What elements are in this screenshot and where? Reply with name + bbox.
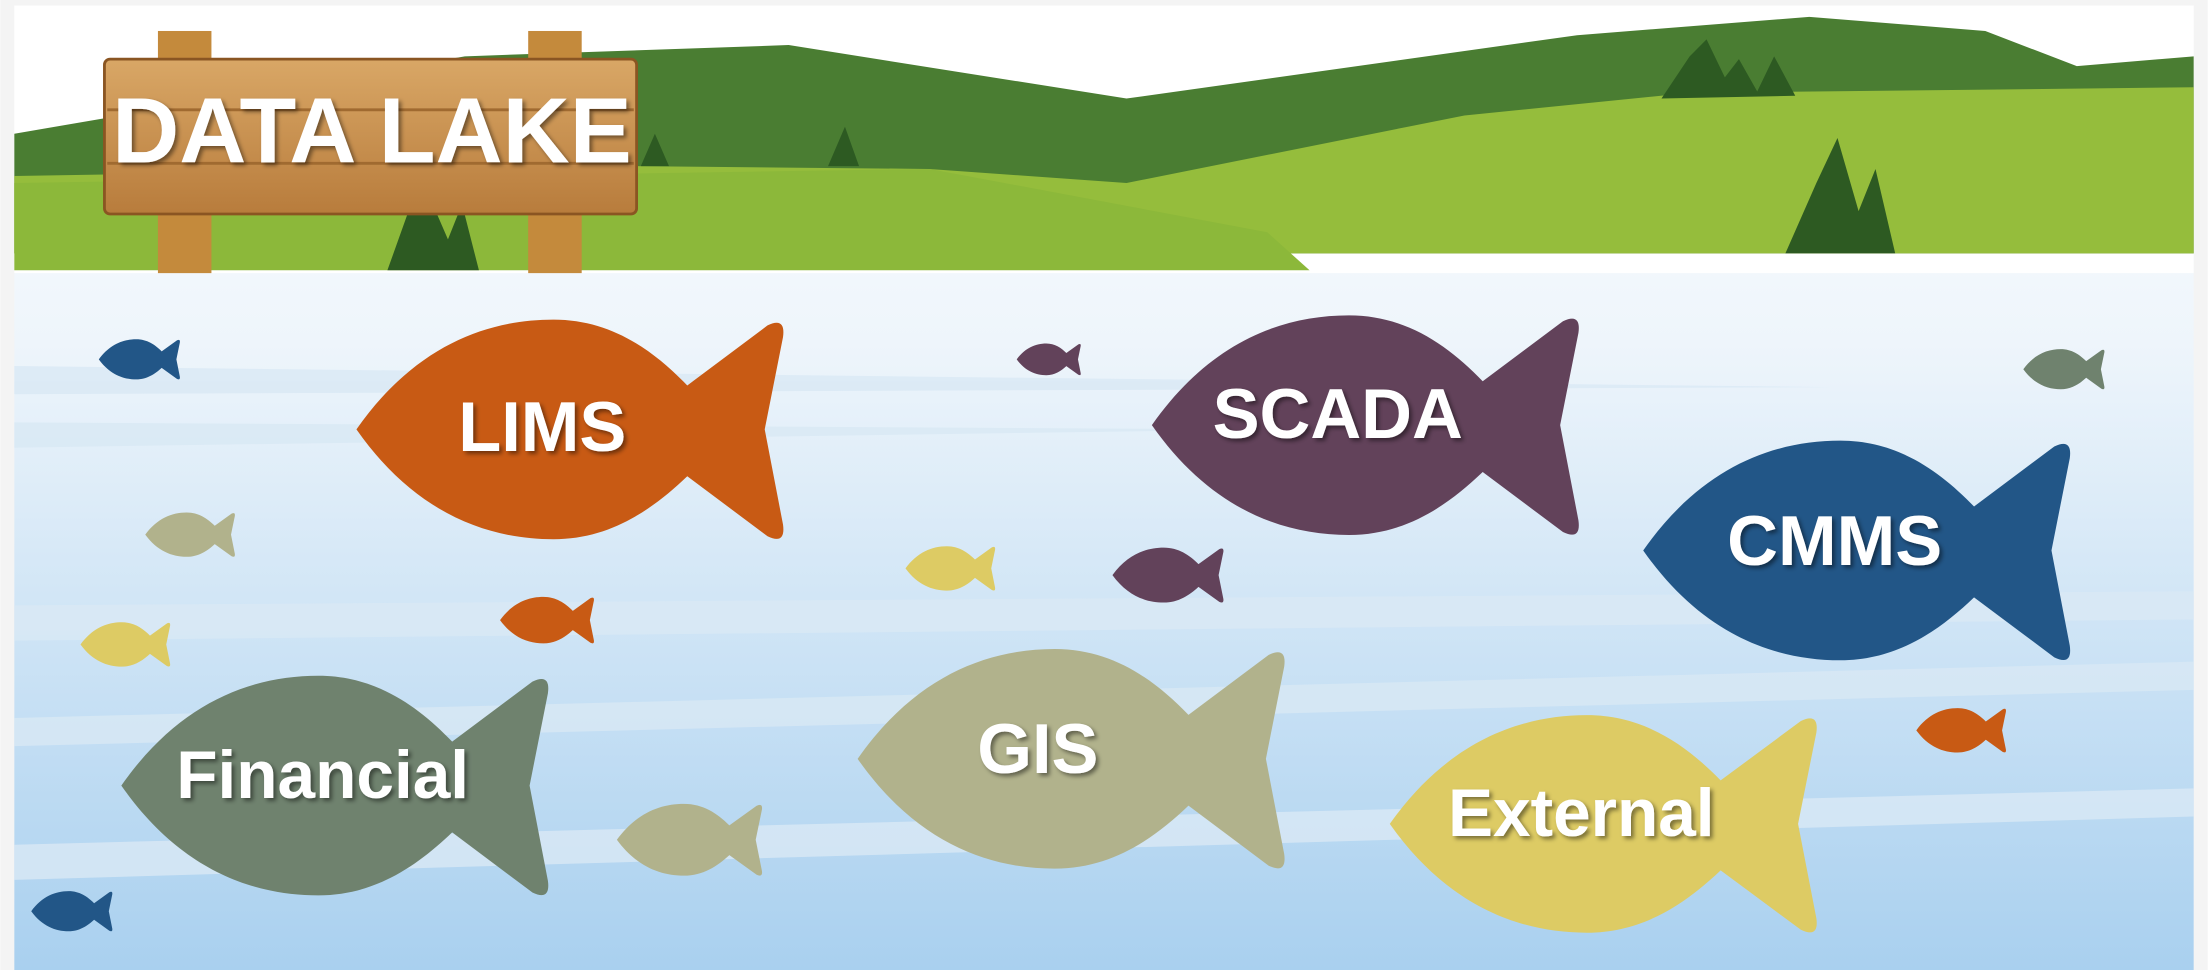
fish-label: LIMS <box>458 387 626 466</box>
small-fish <box>31 339 2105 932</box>
fish-label: GIS <box>977 709 1098 788</box>
title: DATA LAKE <box>112 79 632 183</box>
fish-label: External <box>1448 776 1715 851</box>
small-fish-shape <box>31 891 113 932</box>
small-fish-shape <box>80 622 171 667</box>
small-fish-shape <box>616 803 763 876</box>
fish <box>121 675 549 896</box>
fish <box>356 319 784 540</box>
small-fish-shape <box>1112 547 1224 603</box>
small-fish-shape <box>2023 349 2105 390</box>
fish <box>1389 715 1817 933</box>
big-fish: LIMS SCADA CMMS Financial GIS External <box>121 315 2071 933</box>
fish-label: SCADA <box>1213 374 1463 453</box>
small-fish-shape <box>145 512 235 557</box>
sign: DATA LAKE <box>103 30 639 274</box>
small-fish-shape <box>500 596 594 644</box>
small-fish-shape <box>1016 343 1081 376</box>
fish <box>1151 315 1579 535</box>
small-fish-shape <box>905 546 996 591</box>
fish-label: Financial <box>176 738 469 813</box>
fish-label: CMMS <box>1727 501 1942 580</box>
fish <box>857 649 1285 869</box>
small-fish-shape <box>98 339 180 380</box>
small-fish-shape <box>1916 708 2006 753</box>
fish <box>1643 440 2071 661</box>
